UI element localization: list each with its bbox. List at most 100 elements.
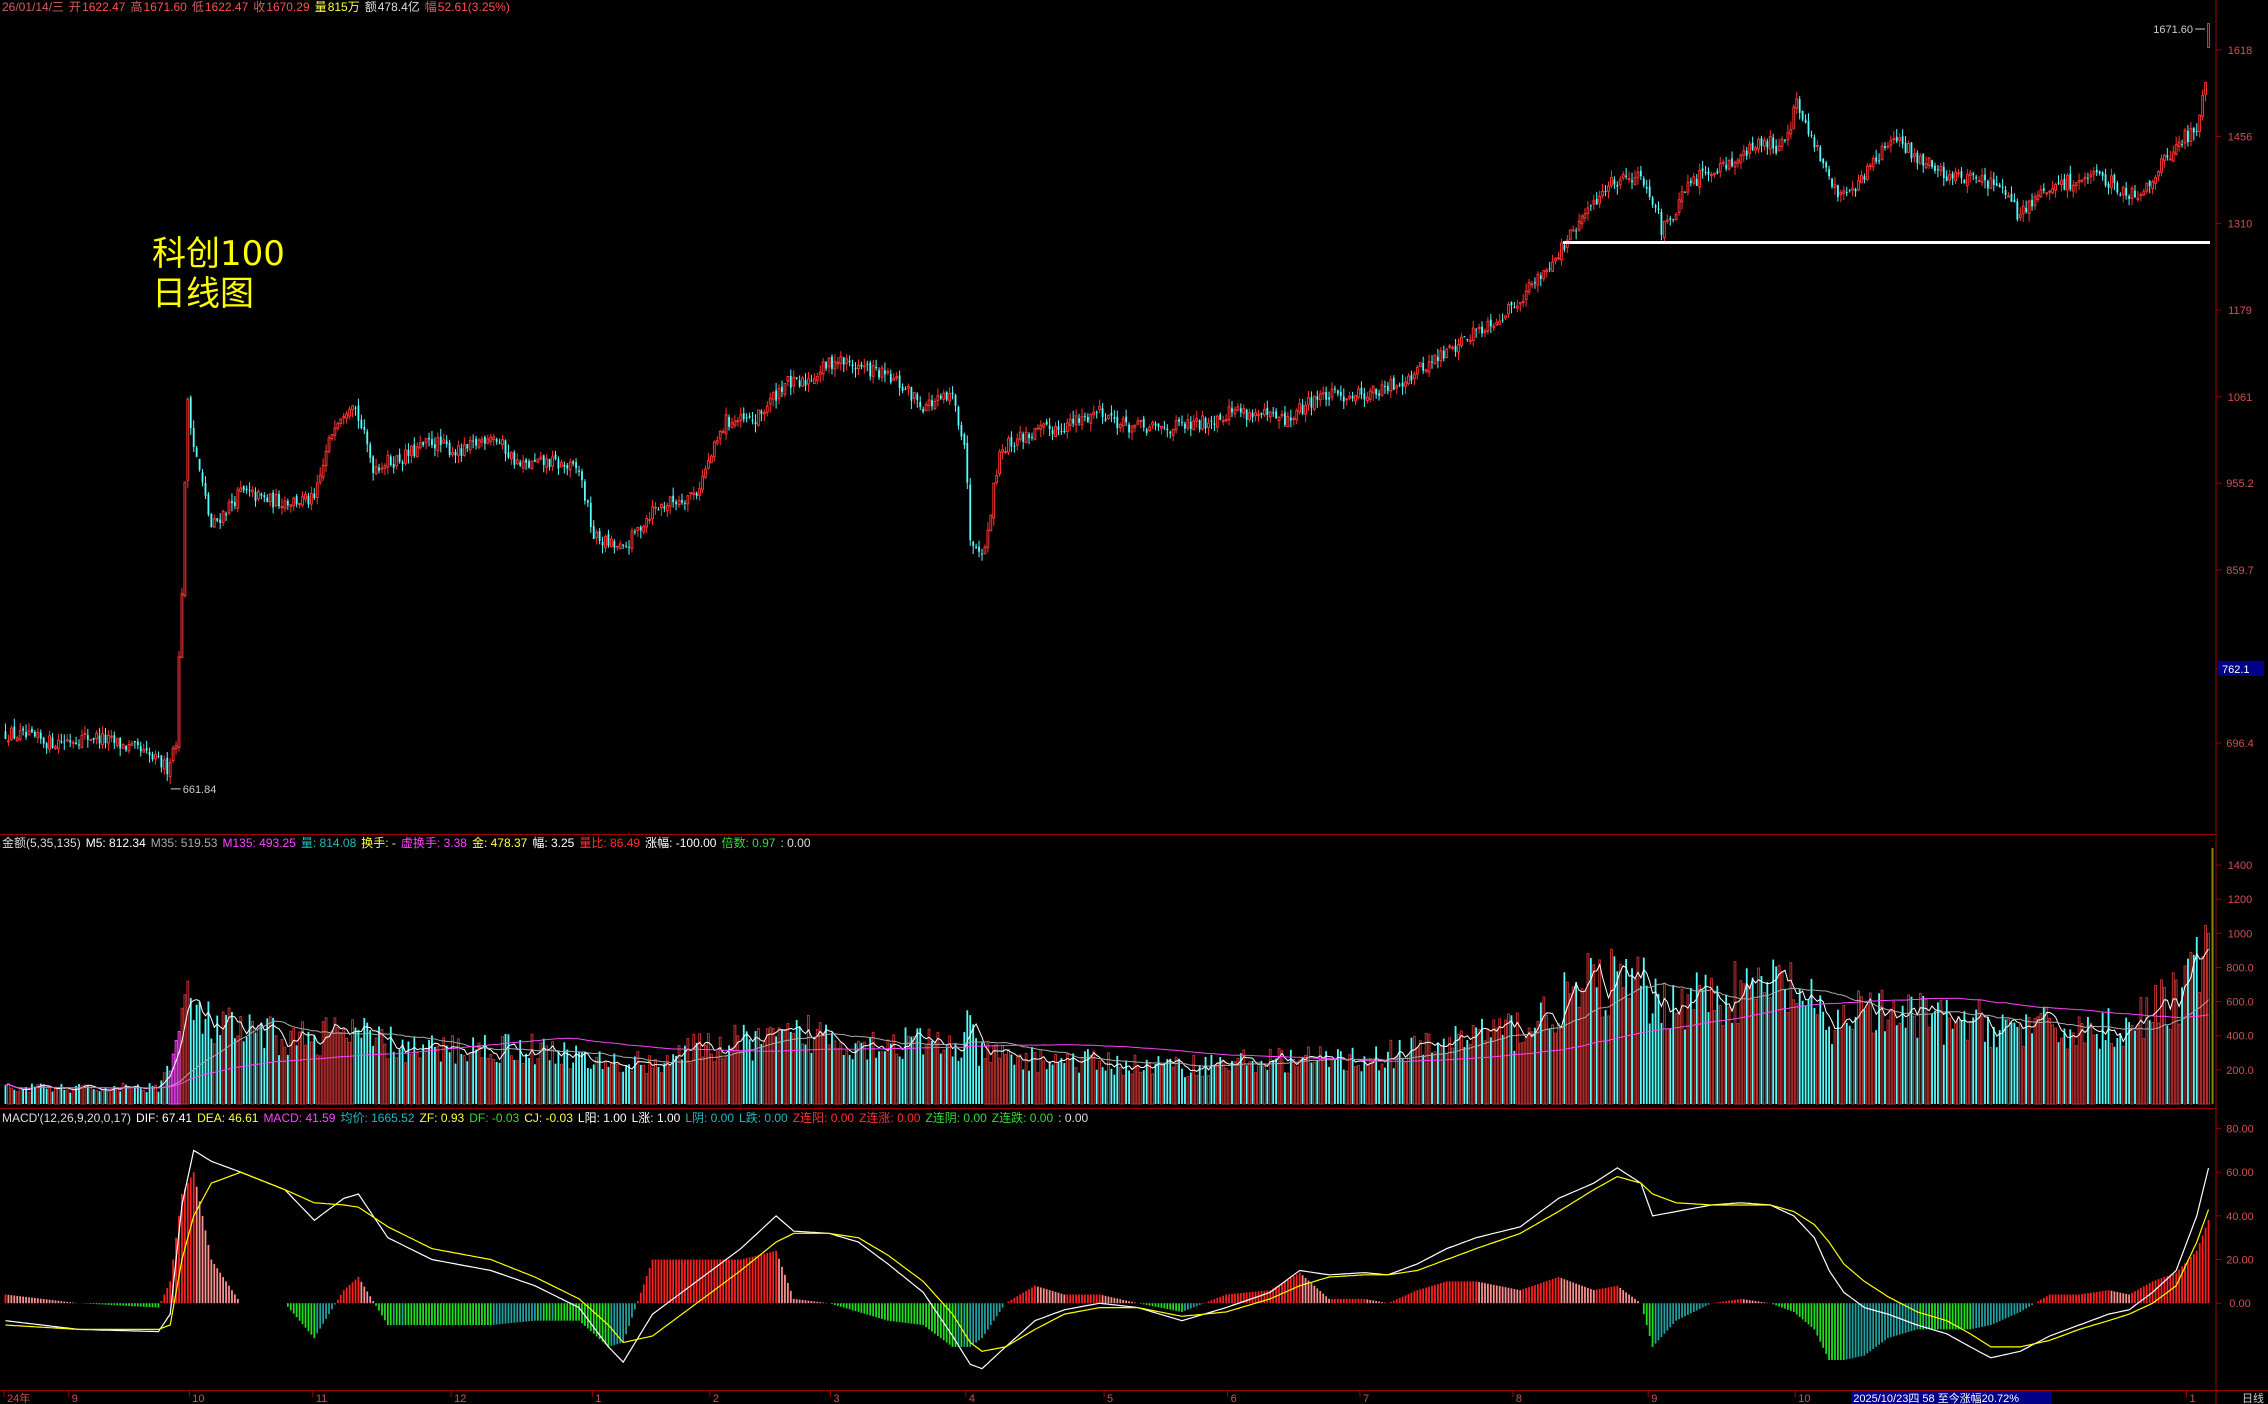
candle-body-up [736, 420, 740, 423]
amount-bar-up [442, 1037, 446, 1105]
amount-bar-down [1384, 1067, 1386, 1104]
candle-body-up [739, 414, 743, 421]
amount-bar-up [2060, 1037, 2063, 1105]
amount-bar-up [1174, 1056, 1178, 1105]
candle-body-up [404, 449, 407, 464]
amount-bar-up [1042, 1060, 1046, 1105]
candle-body-up [615, 545, 619, 548]
amount-bar-down [148, 1083, 151, 1104]
amount-bar-up [236, 1035, 240, 1105]
amount-bar-up [1860, 996, 1863, 1105]
candle-body-down [1998, 184, 2001, 188]
candle-body-down [1363, 393, 1366, 400]
legend-item: Z连阳: 0.00 [792, 1111, 855, 1125]
candle-body-up [171, 747, 175, 762]
y-tick-label-price: 1061 [2228, 392, 2252, 404]
header-close: 1670.29 [266, 0, 310, 14]
amount-bar-down [1942, 1044, 1945, 1104]
amount-bar-up [2089, 1022, 2093, 1105]
amount-bar-up [1418, 1040, 1422, 1105]
candle-body-up [801, 377, 804, 387]
candle-body-up [1762, 139, 1766, 147]
candle-body-up [1918, 155, 1922, 165]
candle-body-up [1924, 163, 1928, 169]
amount-bar-up [1839, 1030, 1843, 1105]
amount-bar-up [351, 1019, 354, 1105]
amount-bar-down [584, 1051, 586, 1104]
candle-body-down [1775, 146, 1778, 153]
candle-body-up [321, 464, 325, 478]
candle-body-down [1984, 174, 1986, 181]
candle-body-down [742, 413, 745, 420]
candle-body-up [1860, 175, 1863, 184]
amount-legend: 金额(5,35,135) M5: 812.34 M35: 519.53 M135: 4… [2, 836, 816, 850]
candle-body-down [1386, 385, 1389, 391]
candle-body-up [1768, 136, 1772, 150]
candle-body-down [1987, 180, 1989, 189]
amount-bar-up [536, 1058, 540, 1105]
amount-bar-down [1604, 1010, 1607, 1104]
candle-body-up [1748, 143, 1752, 154]
candle-body-down [2025, 207, 2028, 213]
amount-bar-up [2139, 997, 2143, 1105]
amount-bar-up [1786, 1011, 1790, 1105]
candle-body-down [919, 402, 922, 407]
amount-bar-up [71, 1089, 75, 1105]
candle-body-down [810, 380, 813, 382]
amount-bar-down [413, 1037, 416, 1104]
candle-body-up [709, 455, 713, 464]
candle-body-down [657, 509, 660, 511]
candle-body-up [451, 452, 454, 456]
candle-body-up [127, 743, 131, 752]
amount-bar-up [615, 1063, 619, 1105]
candle-body-down [1095, 412, 1098, 414]
amount-bar-down [575, 1045, 578, 1104]
amount-bar-up [827, 1044, 831, 1105]
candle-body-up [1268, 411, 1272, 417]
amount-bar-up [845, 1050, 849, 1105]
candle-body-up [1160, 425, 1163, 429]
amount-bar-up [521, 1063, 525, 1105]
candle-body-up [1371, 385, 1375, 394]
candle-body-down [528, 461, 530, 468]
amount-bar-up [1160, 1065, 1163, 1105]
amount-bar-up [757, 1028, 760, 1105]
amount-bar-down [1625, 958, 1628, 1104]
amount-bar-up [1457, 1033, 1460, 1105]
amount-bar-down [1057, 1062, 1060, 1104]
amount-bar-up [801, 1043, 804, 1105]
amount-bar-up [1542, 996, 1546, 1105]
amount-bar-down [407, 1041, 410, 1104]
amount-bar-up [130, 1089, 134, 1105]
amount-bar-down [151, 1085, 154, 1104]
candle-body-up [180, 593, 184, 658]
amount-bar-up [812, 1036, 816, 1105]
candle-body-up [1292, 418, 1296, 421]
legend-item: MACD'(12,26,9,20,0,17) [2, 1111, 132, 1125]
x-tick-label: 6 [1231, 1393, 1237, 1404]
amount-bar-up [2080, 1023, 2084, 1105]
candle-body-down [663, 506, 666, 509]
amount-bar-down [542, 1038, 545, 1104]
y-tick-label-price: 1310 [2228, 218, 2252, 230]
amount-bar-up [1633, 978, 1637, 1105]
x-tick-label: 7 [1363, 1393, 1369, 1404]
amount-bar-up [2154, 984, 2157, 1105]
amount-bar-down [104, 1087, 107, 1104]
amount-bar-down [2031, 1033, 2033, 1104]
amount-bar-up [686, 1037, 690, 1105]
candle-body-up [1354, 394, 1357, 402]
amount-bar-up [1345, 1070, 1349, 1105]
amount-bar-up [348, 1041, 352, 1105]
candle-body-down [2095, 169, 2098, 173]
amount-bar-down [125, 1084, 127, 1104]
candle-body-down [1213, 423, 1216, 425]
candle-body-down [672, 495, 675, 503]
candle-body-up [1001, 449, 1004, 453]
candle-body-down [2001, 186, 2004, 189]
amount-bar-down [31, 1083, 33, 1104]
candle-body-down [166, 757, 169, 775]
amount-bar-up [1236, 1057, 1240, 1105]
amount-ma5-line [5, 948, 2209, 1091]
